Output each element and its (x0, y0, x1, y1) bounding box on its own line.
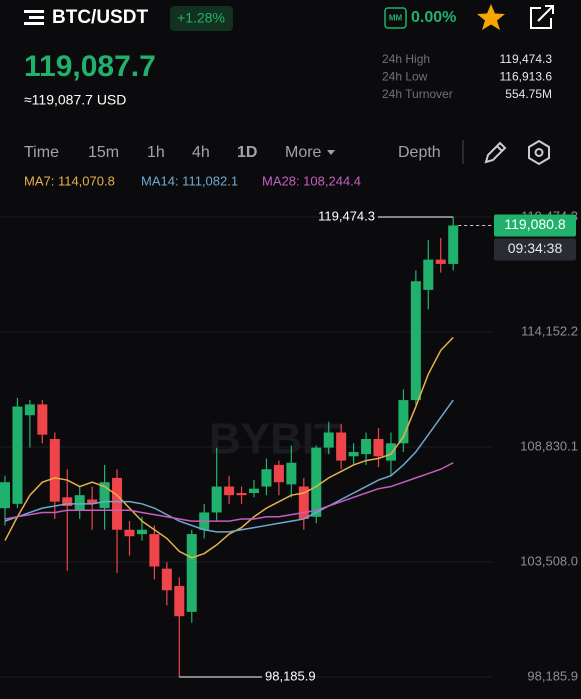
ma-legend: MA28: 108,244.4 (262, 173, 361, 188)
candle-body (12, 406, 23, 504)
last-price-label: 119,080.8 (504, 216, 565, 232)
candle-body (286, 462, 297, 485)
candle-body (410, 281, 421, 401)
ma-line (4, 462, 454, 522)
interval-tab[interactable]: 1h (147, 144, 165, 161)
interval-tab[interactable]: 1D (237, 144, 257, 161)
stat-value: 554.75M (505, 87, 552, 101)
converted-price: ≈119,087.7 USD (24, 92, 126, 108)
candle-body (24, 404, 35, 416)
watermark: BYBIT (209, 415, 341, 464)
candle-body (398, 400, 409, 444)
high-marker-label: 119,474.3 (318, 208, 375, 223)
y-tick-label: 103,508.0 (520, 553, 578, 568)
candle-body (62, 497, 73, 506)
candle-body (311, 447, 322, 517)
candle-body (423, 259, 434, 290)
candle-body (124, 529, 135, 537)
candle-body (174, 585, 185, 617)
interval-tab[interactable]: 4h (192, 144, 210, 161)
candle-body (236, 493, 247, 496)
stat-label: 24h Turnover (382, 87, 453, 101)
candle-body (435, 259, 446, 264)
interval-tab[interactable]: Time (24, 144, 59, 161)
mm-value: 0.00% (411, 9, 456, 26)
ma-line (4, 336, 454, 559)
candle-body (224, 486, 235, 496)
symbol[interactable]: BTC/USDT (52, 7, 148, 28)
candle-body (373, 438, 384, 457)
candle-body (249, 488, 259, 494)
candle-body (186, 534, 197, 612)
candle-body (273, 464, 284, 483)
candle-body (0, 482, 10, 509)
last-price-tag (494, 214, 576, 237)
mm-label: MM (389, 14, 403, 23)
stat-label: 24h High (382, 52, 430, 66)
favorite-star[interactable] (477, 4, 505, 30)
candle-body (448, 225, 459, 264)
candle-body (261, 469, 272, 487)
stat-value: 116,913.6 (500, 70, 553, 84)
ma-legend: MA7: 114,070.8 (24, 173, 115, 188)
candle-body (323, 432, 334, 448)
candle-body (385, 443, 396, 461)
mm-badge[interactable] (384, 7, 407, 29)
candle-body (149, 534, 160, 567)
y-tick-label: 114,152.2 (521, 323, 578, 338)
candle-body (49, 438, 60, 502)
candle-body (336, 432, 347, 461)
candle-body (211, 486, 222, 513)
draw-tool-icon[interactable] (484, 141, 507, 164)
candle-body (136, 529, 147, 535)
candle-body (87, 499, 98, 504)
candle-body (298, 486, 309, 519)
candle-body (99, 482, 110, 509)
menu-icon[interactable] (24, 10, 44, 25)
ma-legend: MA14: 111,082.1 (141, 173, 238, 188)
stat-label: 24h Low (382, 70, 428, 84)
low-marker-label: 98,185.9 (265, 668, 316, 683)
depth-tab[interactable]: Depth (398, 144, 441, 161)
share-icon[interactable] (530, 5, 554, 29)
settings-icon[interactable] (528, 139, 550, 166)
ma-line (4, 399, 454, 533)
countdown: 09:34:38 (508, 240, 563, 256)
change: +1.28% (177, 10, 225, 26)
y-tick-label: 98,185.9 (527, 668, 578, 683)
countdown-box (494, 238, 576, 261)
more-caret (327, 150, 335, 155)
candle-body (361, 438, 372, 455)
candle-body (37, 404, 48, 435)
interval-tab[interactable]: 15m (88, 144, 119, 161)
stat-value: 119,474.3 (500, 52, 553, 66)
y-tick-label: 108,830.1 (520, 438, 578, 453)
candle-body (348, 451, 359, 457)
more-tab[interactable]: More (285, 144, 322, 161)
last-price: 119,087.7 (24, 50, 156, 83)
candle-body (161, 568, 172, 591)
candle-body (112, 477, 123, 530)
candle-body (74, 495, 85, 511)
change-badge (170, 6, 233, 31)
